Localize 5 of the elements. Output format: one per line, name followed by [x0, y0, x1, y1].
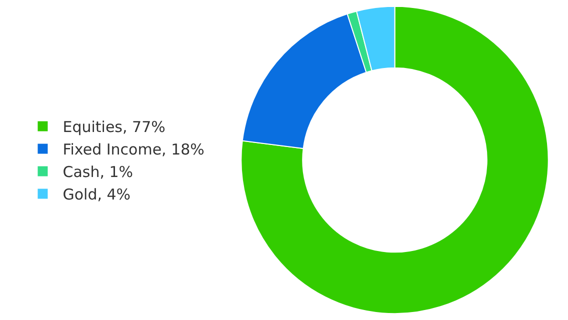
- donut-slice: [240, 6, 549, 314]
- legend-label: Fixed Income, 18%: [62, 140, 204, 159]
- legend-label: Cash, 1%: [62, 163, 134, 182]
- legend-label: Equities, 77%: [62, 118, 166, 136]
- legend-label: Gold, 4%: [62, 186, 131, 204]
